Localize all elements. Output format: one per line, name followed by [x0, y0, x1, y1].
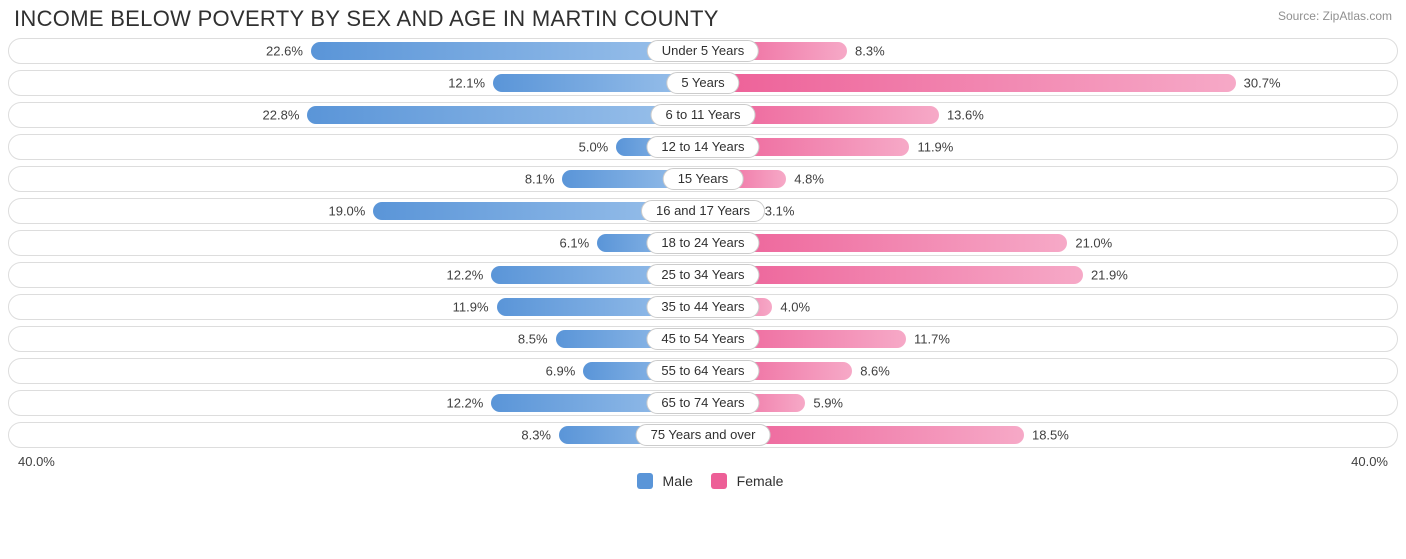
male-value: 19.0% — [328, 204, 365, 219]
male-value: 12.2% — [446, 268, 483, 283]
male-value: 8.1% — [525, 172, 555, 187]
male-bar — [307, 106, 703, 124]
category-label: 35 to 44 Years — [646, 296, 759, 318]
bar-row: 12.2% 21.9% 25 to 34 Years — [8, 262, 1398, 288]
male-value: 22.6% — [266, 44, 303, 59]
category-label: 55 to 64 Years — [646, 360, 759, 382]
category-label: 25 to 34 Years — [646, 264, 759, 286]
bar-row: 19.0% 3.1%16 and 17 Years — [8, 198, 1398, 224]
category-label: 18 to 24 Years — [646, 232, 759, 254]
female-value: 13.6% — [947, 108, 984, 123]
female-value: 8.6% — [860, 364, 890, 379]
female-value: 11.9% — [917, 140, 953, 155]
female-value: 18.5% — [1032, 428, 1069, 443]
category-label: 16 and 17 Years — [641, 200, 765, 222]
bar-row: 6.9% 8.6% 55 to 64 Years — [8, 358, 1398, 384]
legend-label-female: Female — [737, 473, 784, 489]
male-value: 6.9% — [546, 364, 576, 379]
female-value: 30.7% — [1244, 76, 1281, 91]
bar-row: 5.0% 11.9% 12 to 14 Years — [8, 134, 1398, 160]
category-label: 15 Years — [663, 168, 744, 190]
male-value: 12.2% — [446, 396, 483, 411]
legend-swatch-male — [637, 473, 653, 489]
chart-header: INCOME BELOW POVERTY BY SEX AND AGE IN M… — [8, 4, 1398, 38]
male-value: 12.1% — [448, 76, 485, 91]
bar-row: 6.1% 21.0% 18 to 24 Years — [8, 230, 1398, 256]
female-value: 5.9% — [813, 396, 843, 411]
bar-row: 22.8% 13.6% 6 to 11 Years — [8, 102, 1398, 128]
bar-row: 8.1% 4.8% 15 Years — [8, 166, 1398, 192]
female-bar — [703, 74, 1236, 92]
axis-max-left: 40.0% — [18, 454, 55, 469]
male-value: 22.8% — [263, 108, 300, 123]
bar-row: 8.3% 18.5% 75 Years and over — [8, 422, 1398, 448]
bar-row: 8.5% 11.7% 45 to 54 Years — [8, 326, 1398, 352]
bar-row: 12.1% 30.7% 5 Years — [8, 70, 1398, 96]
female-value: 3.1% — [765, 204, 795, 219]
female-value: 4.8% — [794, 172, 824, 187]
category-label: 45 to 54 Years — [646, 328, 759, 350]
category-label: 12 to 14 Years — [646, 136, 759, 158]
female-value: 11.7% — [914, 332, 950, 347]
axis-row: 40.0% 40.0% — [8, 454, 1398, 469]
category-label: Under 5 Years — [647, 40, 759, 62]
bar-row: 11.9% 4.0% 35 to 44 Years — [8, 294, 1398, 320]
female-value: 8.3% — [855, 44, 885, 59]
female-bar — [703, 266, 1083, 284]
female-value: 21.0% — [1075, 236, 1112, 251]
female-value: 21.9% — [1091, 268, 1128, 283]
category-label: 5 Years — [666, 72, 739, 94]
legend-label-male: Male — [663, 473, 693, 489]
male-value: 5.0% — [579, 140, 609, 155]
female-value: 4.0% — [780, 300, 810, 315]
category-label: 65 to 74 Years — [646, 392, 759, 414]
category-label: 6 to 11 Years — [651, 104, 756, 126]
chart-source: Source: ZipAtlas.com — [1278, 9, 1392, 23]
axis-max-right: 40.0% — [1351, 454, 1388, 469]
male-value: 8.5% — [518, 332, 548, 347]
male-value: 11.9% — [453, 300, 489, 315]
bar-row: 12.2% 5.9% 65 to 74 Years — [8, 390, 1398, 416]
male-value: 6.1% — [560, 236, 590, 251]
legend: Male Female — [8, 469, 1398, 489]
legend-swatch-female — [711, 473, 727, 489]
male-value: 8.3% — [521, 428, 551, 443]
bar-row: 22.6% 8.3% Under 5 Years — [8, 38, 1398, 64]
category-label: 75 Years and over — [636, 424, 771, 446]
male-bar — [311, 42, 703, 60]
diverging-bar-chart: 22.6% 8.3% Under 5 Years 12.1% 30.7% 5 Years 2… — [8, 38, 1398, 448]
chart-title: INCOME BELOW POVERTY BY SEX AND AGE IN M… — [14, 6, 719, 32]
